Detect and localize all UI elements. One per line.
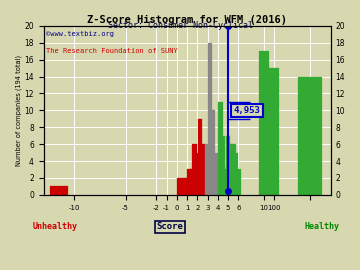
Text: Sector: Consumer Non-Cyclical: Sector: Consumer Non-Cyclical <box>108 21 252 30</box>
Bar <box>236 170 240 195</box>
Bar <box>210 110 215 195</box>
Bar <box>218 102 223 195</box>
Bar <box>215 161 220 195</box>
Bar <box>50 186 68 195</box>
Bar <box>213 153 217 195</box>
Bar <box>298 76 322 195</box>
Bar <box>259 51 269 195</box>
Text: Unhealthy: Unhealthy <box>33 222 78 231</box>
Bar <box>205 144 210 195</box>
Text: The Research Foundation of SUNY: The Research Foundation of SUNY <box>46 48 178 54</box>
Bar <box>187 170 192 195</box>
Bar <box>198 119 202 195</box>
Text: ©www.textbiz.org: ©www.textbiz.org <box>46 31 114 37</box>
Bar <box>190 170 194 195</box>
Bar <box>223 170 228 195</box>
Bar <box>192 144 197 195</box>
Text: 4,953: 4,953 <box>234 106 261 115</box>
Bar <box>208 43 212 195</box>
Bar <box>221 136 225 195</box>
Bar <box>195 153 200 195</box>
Title: Z-Score Histogram for WFM (2016): Z-Score Histogram for WFM (2016) <box>87 15 287 25</box>
Bar <box>185 178 189 195</box>
Bar <box>231 144 235 195</box>
Bar <box>177 178 186 195</box>
Bar <box>269 68 279 195</box>
Text: Healthy: Healthy <box>305 222 339 231</box>
Bar <box>203 170 207 195</box>
Y-axis label: Number of companies (194 total): Number of companies (194 total) <box>15 55 22 166</box>
Text: Score: Score <box>156 222 183 231</box>
Bar <box>228 144 233 195</box>
Bar <box>226 136 230 195</box>
Bar <box>200 144 205 195</box>
Bar <box>233 153 238 195</box>
